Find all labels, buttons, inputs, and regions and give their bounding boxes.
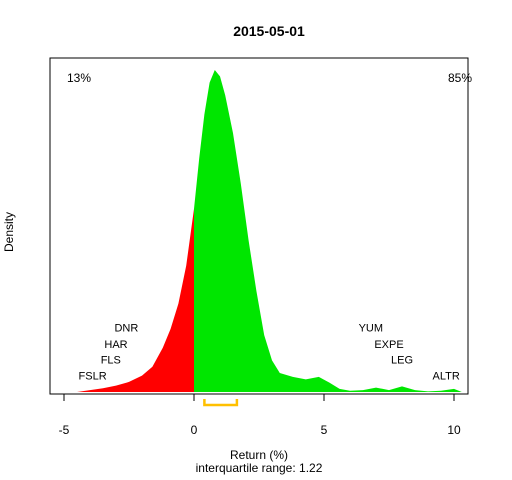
- positive-percentage: 85%: [448, 71, 472, 85]
- y-axis-label: Density: [2, 212, 16, 252]
- ticker-label-expe: EXPE: [374, 339, 403, 351]
- ticker-labels: FSLR FLS HAR DNR YUM EXPE LEG ALTR: [79, 322, 460, 382]
- ticker-label-leg: LEG: [391, 355, 413, 367]
- ticker-label-har: HAR: [104, 339, 127, 351]
- ticker-label-dnr: DNR: [114, 322, 138, 334]
- x-tick-label: 0: [191, 423, 198, 437]
- negative-density-area: [77, 208, 194, 392]
- x-axis: -5 0 5 10: [59, 393, 461, 437]
- iqr-subtitle: interquartile range: 1.22: [196, 461, 323, 475]
- positive-density-area: [194, 70, 462, 392]
- ticker-label-yum: YUM: [359, 322, 383, 334]
- x-tick-label: 5: [321, 423, 328, 437]
- iqr-bracket: [203, 399, 239, 407]
- chart-title: 2015-05-01: [233, 23, 305, 39]
- x-axis-label: Return (%): [230, 448, 288, 462]
- ticker-label-fls: FLS: [101, 355, 121, 367]
- ticker-label-altr: ALTR: [433, 370, 460, 382]
- negative-percentage: 13%: [67, 71, 91, 85]
- density-areas: [77, 70, 462, 392]
- ticker-label-fslr: FSLR: [79, 370, 107, 382]
- x-tick-label: 10: [447, 423, 461, 437]
- x-tick-label: -5: [59, 423, 70, 437]
